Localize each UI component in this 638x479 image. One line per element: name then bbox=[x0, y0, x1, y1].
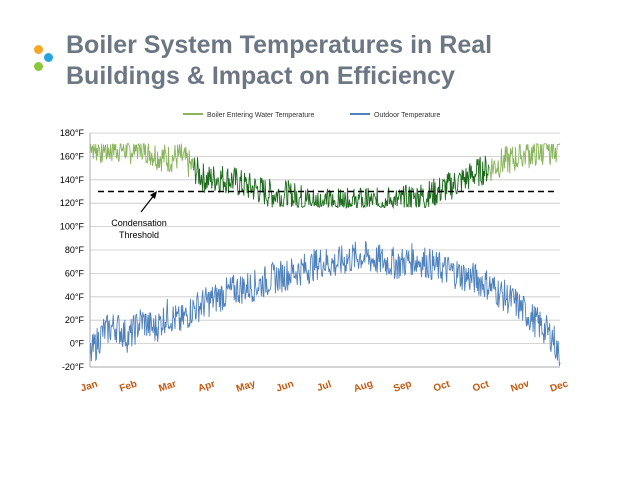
x-tick-label: Aug bbox=[352, 378, 374, 394]
boiler-series-line-dark bbox=[193, 155, 489, 210]
y-tick-label: 40°F bbox=[65, 292, 85, 302]
y-tick-label: 180°F bbox=[60, 128, 85, 138]
x-tick-label: Apr bbox=[197, 379, 217, 395]
outdoor-series-line bbox=[89, 240, 561, 366]
x-tick-label: Oct bbox=[432, 379, 452, 395]
y-tick-label: 100°F bbox=[60, 222, 85, 232]
y-tick-label: 160°F bbox=[60, 151, 85, 161]
x-tick-label: Dec bbox=[549, 378, 570, 394]
series-layer bbox=[89, 142, 561, 366]
x-tick-label: Oct bbox=[471, 379, 491, 395]
y-tick-label: 140°F bbox=[60, 175, 85, 185]
legend-label-boiler: Boiler Entering Water Temperature bbox=[207, 112, 314, 119]
threshold-label-line1: Condensation bbox=[111, 218, 167, 228]
x-tick-label: Feb bbox=[118, 379, 138, 395]
x-tick-label: Jun bbox=[275, 379, 295, 395]
blue-dot-icon bbox=[44, 53, 53, 62]
slide-title-line2: Buildings & Impact on Efficiency bbox=[66, 62, 455, 90]
boiler-series-line-light bbox=[89, 142, 561, 182]
threshold-arrow-head bbox=[150, 191, 157, 199]
x-tick-label: May bbox=[235, 378, 257, 395]
green-dot-icon bbox=[34, 62, 43, 71]
slide-title: Boiler System Temperatures in Real Build… bbox=[66, 30, 626, 92]
orange-dot-icon bbox=[34, 45, 43, 54]
x-tick-label: Jan bbox=[79, 379, 99, 395]
y-tick-label: 20°F bbox=[65, 315, 85, 325]
x-tick-label: Jul bbox=[316, 379, 333, 394]
threshold-label-line2: Threshold bbox=[119, 230, 159, 240]
x-tick-label: Sep bbox=[392, 379, 413, 395]
logo-dots bbox=[30, 42, 60, 78]
y-tick-label: 80°F bbox=[65, 245, 85, 255]
x-tick-label: Nov bbox=[509, 378, 531, 394]
y-tick-label: 120°F bbox=[60, 198, 85, 208]
grid-layer bbox=[90, 132, 560, 368]
legend-layer: Boiler Entering Water Temperature Outdoor… bbox=[183, 112, 441, 119]
y-tick-label: 60°F bbox=[65, 268, 85, 278]
legend-label-outdoor: Outdoor Temperature bbox=[374, 112, 441, 119]
slide-title-line1: Boiler System Temperatures in Real bbox=[66, 31, 493, 59]
threshold-layer: Condensation Threshold bbox=[98, 190, 558, 240]
y-tick-label: -20°F bbox=[62, 362, 85, 372]
x-tick-label: Mar bbox=[157, 379, 177, 395]
y-tick-label: 0°F bbox=[70, 339, 85, 349]
